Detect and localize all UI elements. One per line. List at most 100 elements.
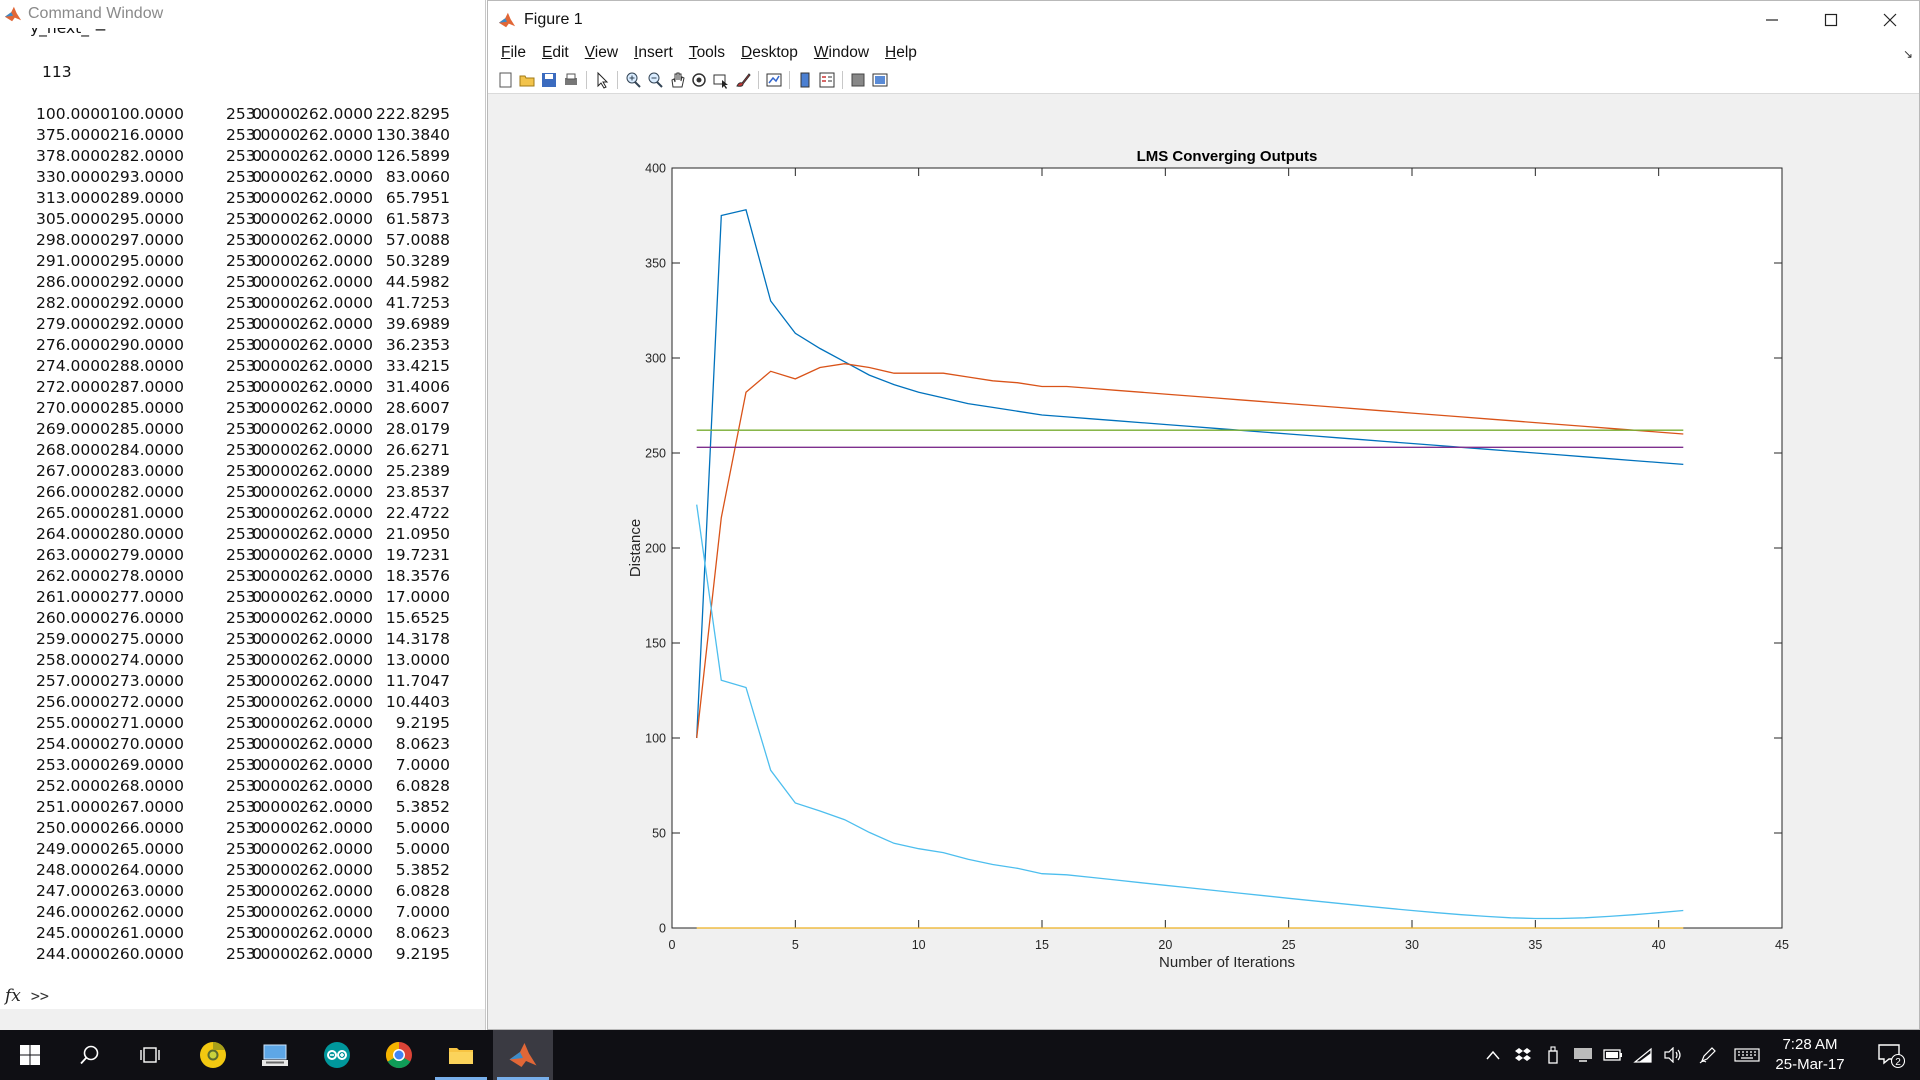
output-cell: 7.0000: [395, 903, 450, 921]
pan-button[interactable]: [666, 69, 688, 91]
save-icon: [542, 73, 556, 87]
variable-assignment-line: y_next_ =: [30, 28, 107, 37]
tray-volume[interactable]: [1660, 1030, 1686, 1080]
output-cell: 253.0000: [226, 903, 300, 921]
output-cell: 260.0000: [36, 609, 110, 627]
tray-dropbox[interactable]: [1510, 1030, 1536, 1080]
task-view-button[interactable]: [120, 1030, 180, 1080]
output-cell: 253.0000: [226, 126, 300, 144]
rotate-button[interactable]: [688, 69, 710, 91]
menu-desktop[interactable]: Desktop: [741, 44, 798, 61]
start-button[interactable]: [0, 1030, 60, 1080]
output-cell: 305.0000: [36, 210, 110, 228]
save-button[interactable]: [538, 69, 560, 91]
taskbar-app-explorer[interactable]: [245, 1030, 305, 1080]
command-window-output[interactable]: y_next_ = 113 100.0000 100.0000 0 253.0000 2…: [0, 28, 485, 983]
open-file-button[interactable]: [516, 69, 538, 91]
figure-canvas[interactable]: 0 5 10 15 20 25 30 35 40 45 0 50 100 150 200 250 300 350 4…: [488, 94, 1919, 1029]
tray-pen[interactable]: [1695, 1030, 1721, 1080]
output-cell: 255.0000: [36, 714, 110, 732]
output-cell: 253.0000: [226, 189, 300, 207]
command-window-title: Command Window: [28, 5, 164, 22]
command-prompt[interactable]: fx >>: [0, 983, 485, 1009]
menu-insert[interactable]: Insert: [634, 44, 673, 61]
wifi-icon: [1633, 1047, 1652, 1063]
pointer-button[interactable]: [591, 69, 613, 91]
tray-network-drive[interactable]: [1570, 1030, 1596, 1080]
action-center-button[interactable]: 2: [1866, 1030, 1916, 1080]
show-plot-tools-button[interactable]: [869, 69, 891, 91]
output-cell: 267.0000: [36, 462, 110, 480]
print-button[interactable]: [560, 69, 582, 91]
chart-title: LMS Converging Outputs: [1137, 148, 1318, 165]
output-cell: 292.0000: [110, 294, 184, 312]
brush-button[interactable]: [732, 69, 754, 91]
output-cell: 0: [252, 294, 262, 312]
link-plot-button[interactable]: [763, 69, 785, 91]
output-cell: 0: [252, 483, 262, 501]
zoom-in-button[interactable]: [622, 69, 644, 91]
zoom-out-button[interactable]: [644, 69, 666, 91]
show-hidden-icons-button[interactable]: [1483, 1030, 1503, 1080]
tray-usb[interactable]: [1540, 1030, 1566, 1080]
x-tick-label: 45: [1775, 938, 1789, 952]
taskbar-clock[interactable]: 7:28 AM 25-Mar-17: [1760, 1035, 1860, 1075]
output-cell: 275.0000: [110, 630, 184, 648]
dock-arrow-icon[interactable]: ↘: [1902, 47, 1913, 61]
output-cell: 262.0000: [299, 252, 373, 270]
command-window-statusbar: [0, 1009, 485, 1030]
tray-wifi[interactable]: [1630, 1030, 1656, 1080]
output-cell: 262.0000: [299, 483, 373, 501]
output-row: 266.0000 282.0000 0 253.0000 262.0000 23.8537: [36, 483, 476, 504]
menu-edit[interactable]: Edit: [541, 44, 569, 61]
output-cell: 216.0000: [110, 126, 184, 144]
data-cursor-button[interactable]: [710, 69, 732, 91]
output-cell: 282.0000: [110, 483, 184, 501]
tray-keyboard[interactable]: [1730, 1030, 1764, 1080]
menu-file[interactable]: File: [501, 44, 526, 61]
menu-tools[interactable]: Tools: [688, 44, 725, 61]
taskbar-search-button[interactable]: [60, 1030, 120, 1080]
taskbar-app-chrome-canary[interactable]: [183, 1030, 243, 1080]
taskbar-app-arduino[interactable]: [307, 1030, 367, 1080]
output-cell: 22.4722: [385, 504, 450, 522]
output-cell: 298.0000: [36, 231, 110, 249]
new-figure-icon: [499, 72, 512, 88]
command-window[interactable]: Command Window y_next_ = 113 100.0000 100…: [0, 0, 486, 1030]
menu-view[interactable]: View: [584, 44, 619, 61]
figure-window[interactable]: Figure 1 File Edit View Insert Tools Desktop W…: [487, 0, 1920, 1030]
maximize-button[interactable]: [1802, 1, 1860, 39]
output-cell: 247.0000: [36, 882, 110, 900]
series-line-2[interactable]: [696, 363, 1684, 739]
taskbar-app-folder[interactable]: [431, 1030, 491, 1080]
lms-chart[interactable]: 0 5 10 15 20 25 30 35 40 45 0 50 100 150 200 250 300 350 4…: [488, 94, 1919, 1029]
output-cell: 253.0000: [226, 546, 300, 564]
output-cell: 270.0000: [110, 735, 184, 753]
figure-titlebar[interactable]: Figure 1: [488, 1, 1919, 39]
hide-plot-tools-button[interactable]: [847, 69, 869, 91]
output-cell: 0: [252, 672, 262, 690]
output-cell: 262.0000: [299, 462, 373, 480]
legend-button[interactable]: [816, 69, 838, 91]
taskbar-app-matlab[interactable]: [493, 1030, 553, 1080]
new-figure-button[interactable]: [494, 69, 516, 91]
taskbar-app-chrome[interactable]: [369, 1030, 429, 1080]
output-cell: 262.0000: [299, 672, 373, 690]
series-line-6[interactable]: [696, 504, 1684, 920]
close-button[interactable]: [1861, 1, 1919, 39]
colorbar-button[interactable]: [794, 69, 816, 91]
toolbar-separator: [586, 71, 587, 89]
x-tick-label: 20: [1158, 938, 1172, 952]
output-cell: 7.0000: [395, 756, 450, 774]
folder-icon: [449, 1048, 473, 1064]
output-cell: 253.0000: [226, 924, 300, 942]
output-cell: 50.3289: [385, 252, 450, 270]
function-browser-icon[interactable]: fx: [5, 986, 21, 1006]
tray-battery[interactable]: [1600, 1030, 1626, 1080]
output-cell: 6.0828: [395, 882, 450, 900]
menu-help[interactable]: Help: [885, 44, 917, 61]
series-line-1[interactable]: [696, 209, 1684, 739]
minimize-button[interactable]: [1743, 1, 1801, 39]
menu-window[interactable]: Window: [813, 44, 870, 61]
output-cell: 291.0000: [36, 252, 110, 270]
